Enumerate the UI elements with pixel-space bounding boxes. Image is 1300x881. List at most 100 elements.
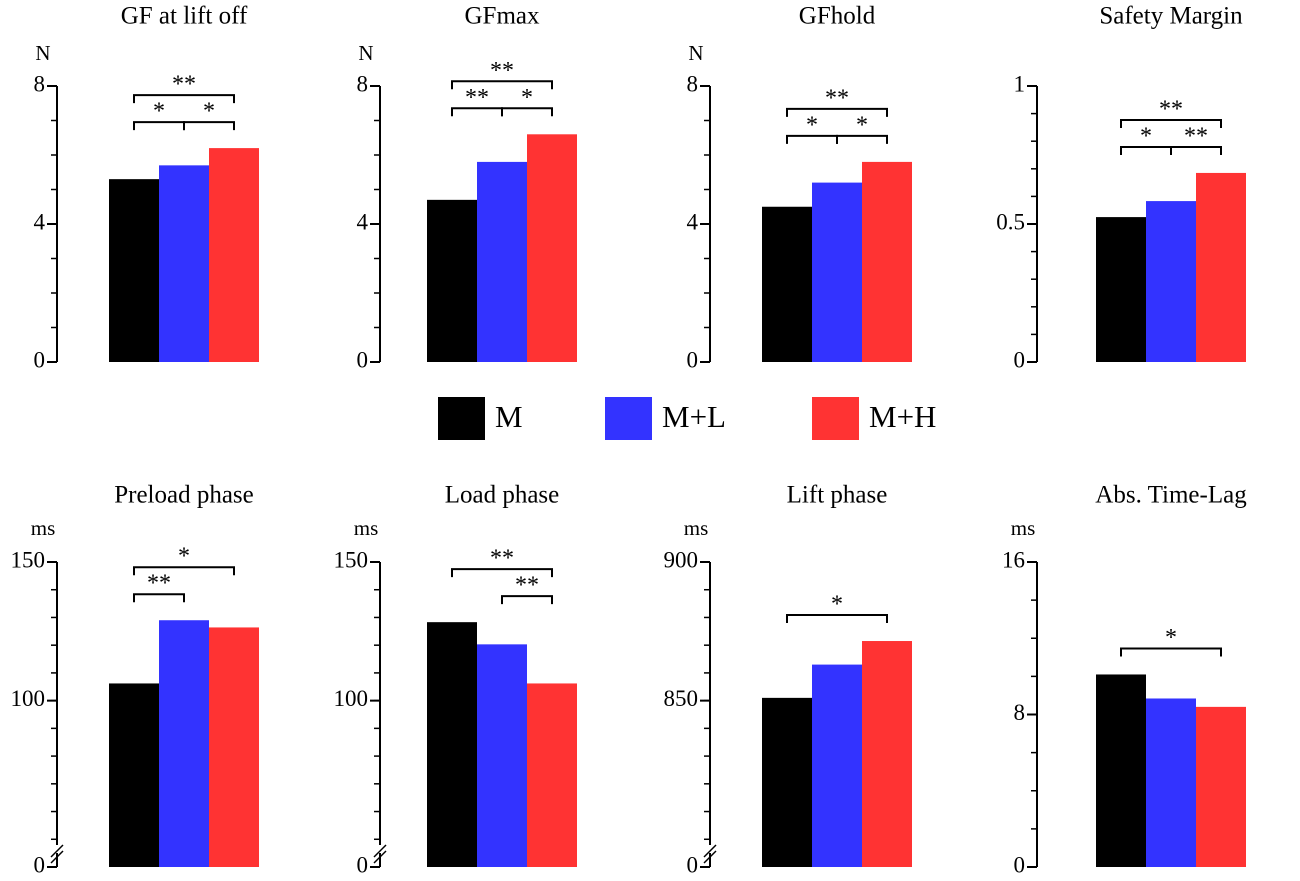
significance-bracket xyxy=(786,107,888,117)
bar xyxy=(1096,217,1146,362)
axis-break xyxy=(703,850,717,864)
significance-bracket xyxy=(1120,647,1222,657)
significance-bracket xyxy=(501,107,553,117)
bar xyxy=(527,683,577,867)
bar xyxy=(1146,201,1196,362)
chart-title: Abs. Time-Lag xyxy=(1095,482,1247,509)
significance-label: ** xyxy=(465,85,489,111)
significance-label: * xyxy=(1165,625,1177,651)
bar xyxy=(527,134,577,362)
chart-title: GF at lift off xyxy=(121,3,248,30)
unit-label: ms xyxy=(1011,516,1036,540)
axis-break xyxy=(703,844,717,858)
significance-bracket xyxy=(451,80,553,90)
significance-bracket xyxy=(133,94,235,104)
legend-label: M+L xyxy=(662,399,726,434)
significance-bracket xyxy=(836,134,888,144)
y-tick-label: 4 xyxy=(357,209,369,234)
axis-break-gap xyxy=(53,845,61,853)
bar xyxy=(109,179,159,362)
bar xyxy=(1196,172,1246,362)
significance-label: ** xyxy=(172,72,196,98)
significance-label: * xyxy=(203,99,215,125)
significance-label: ** xyxy=(490,58,514,84)
unit-label: ms xyxy=(684,516,709,540)
unit-label: N xyxy=(688,41,703,65)
y-tick-label: 16 xyxy=(1002,547,1025,572)
significance-label: * xyxy=(806,112,818,138)
axis-break-gap xyxy=(376,845,384,853)
chart-title: Safety Margin xyxy=(1099,3,1243,30)
axis-break xyxy=(50,844,64,858)
bar xyxy=(762,697,812,867)
significance-bracket xyxy=(133,593,185,603)
significance-label: ** xyxy=(1159,96,1183,122)
chart-title: Lift phase xyxy=(787,482,888,509)
bar xyxy=(477,644,527,867)
bar xyxy=(1146,698,1196,867)
chart-title: GFmax xyxy=(465,3,541,30)
y-tick-label: 8 xyxy=(357,71,369,96)
unit-label: N xyxy=(358,41,373,65)
y-tick-label: 4 xyxy=(687,209,699,234)
significance-label: * xyxy=(153,99,165,125)
significance-label: * xyxy=(1140,123,1152,149)
chart-title: Preload phase xyxy=(114,482,254,509)
bar xyxy=(477,161,527,362)
axis-break xyxy=(373,850,387,864)
unit-label: N xyxy=(35,41,50,65)
legend-label: M xyxy=(495,399,523,434)
bar xyxy=(812,182,862,362)
y-tick-label: 1 xyxy=(1014,71,1026,96)
bar xyxy=(762,206,812,362)
y-tick-label: 0 xyxy=(687,347,699,372)
bar xyxy=(862,641,912,867)
significance-bracket xyxy=(1170,145,1222,155)
axis-break-gap xyxy=(706,845,714,853)
significance-label: ** xyxy=(515,573,539,599)
significance-label: * xyxy=(521,85,533,111)
significance-bracket xyxy=(1120,118,1222,128)
unit-label: ms xyxy=(31,516,56,540)
y-tick-label: 900 xyxy=(664,547,699,572)
y-tick-label: 0 xyxy=(34,347,46,372)
bar xyxy=(427,622,477,867)
y-tick-label: 100 xyxy=(11,686,46,711)
significance-label: ** xyxy=(825,85,849,111)
y-tick-label: 0 xyxy=(357,347,369,372)
legend-label: M+H xyxy=(869,399,936,434)
legend-swatch xyxy=(812,397,859,440)
bar xyxy=(427,199,477,362)
y-tick-label: 850 xyxy=(664,686,699,711)
y-tick-label: 150 xyxy=(334,547,369,572)
chart-title: GFhold xyxy=(799,3,876,30)
axis-break xyxy=(373,844,387,858)
y-tick-label: 8 xyxy=(1014,700,1026,725)
significance-label: * xyxy=(856,112,868,138)
significance-label: ** xyxy=(490,546,514,572)
significance-label: ** xyxy=(1184,123,1208,149)
significance-label: * xyxy=(178,544,190,570)
y-tick-label: 0.5 xyxy=(996,209,1025,234)
bar xyxy=(812,664,862,867)
y-tick-label: 8 xyxy=(34,71,46,96)
significance-bracket xyxy=(451,568,553,578)
y-tick-label: 0 xyxy=(357,852,369,877)
significance-label: * xyxy=(831,592,843,618)
bar xyxy=(862,161,912,362)
bar xyxy=(209,627,259,867)
unit-label: ms xyxy=(354,516,379,540)
bar xyxy=(1196,706,1246,867)
y-tick-label: 150 xyxy=(11,547,46,572)
bar xyxy=(1096,674,1146,867)
legend-swatch xyxy=(605,397,652,440)
y-tick-label: 8 xyxy=(687,71,699,96)
y-tick-label: 4 xyxy=(34,209,46,234)
y-tick-label: 100 xyxy=(334,686,369,711)
significance-label: ** xyxy=(147,571,171,597)
legend-swatch xyxy=(438,397,485,440)
bar xyxy=(209,148,259,362)
bar xyxy=(159,165,209,362)
bar xyxy=(109,683,159,867)
